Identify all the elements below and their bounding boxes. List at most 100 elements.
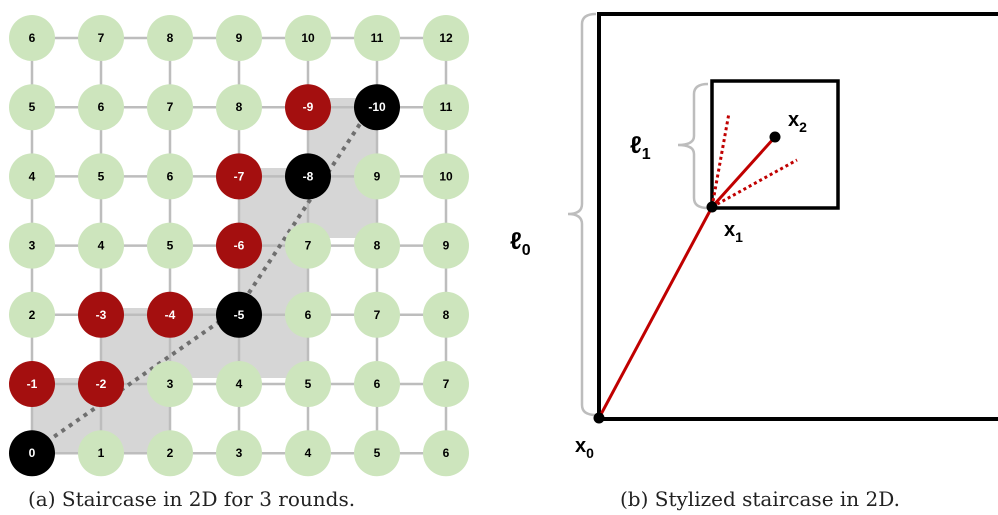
grid-node-label: 9 — [236, 31, 243, 45]
grid-node-label: 3 — [167, 377, 174, 391]
point-x0 — [593, 412, 605, 424]
point-x1 — [706, 201, 718, 213]
grid-node-label: -8 — [303, 169, 314, 183]
stylized-staircase-panel: ℓ0 ℓ1 x0 x1 x2 — [510, 12, 998, 461]
grid-node-label: -7 — [234, 169, 245, 183]
grid-node-green — [285, 15, 331, 61]
grid-node-green — [147, 15, 193, 61]
grid-node-label: 4 — [29, 169, 36, 183]
grid-node-green — [147, 430, 193, 477]
grid-node-label: 7 — [98, 31, 105, 45]
grid-node-label: 6 — [167, 169, 174, 183]
grid-node-label: 2 — [167, 446, 174, 460]
grid-node-label: 8 — [374, 239, 381, 253]
grid-node-green — [9, 15, 55, 61]
grid-node-label: 5 — [29, 100, 36, 114]
grid-node-red — [78, 361, 124, 407]
label-l0: ℓ0 — [510, 228, 531, 259]
right-caption: (b) Stylized staircase in 2D. — [620, 487, 900, 511]
grid-node-green — [423, 361, 469, 407]
l0-brace — [567, 12, 597, 417]
grid-node-green — [9, 153, 55, 200]
grid-node-green — [423, 153, 469, 200]
grid-node-green — [423, 15, 469, 61]
point-x2 — [769, 131, 781, 143]
grid-node-green — [147, 153, 193, 200]
grid-node-green — [147, 361, 193, 407]
grid-node-green — [354, 222, 400, 269]
grid-node-green — [354, 361, 400, 407]
dotted-direction-upper — [710, 112, 731, 208]
grid-node-green — [285, 291, 331, 338]
label-l1: ℓ1 — [630, 132, 651, 163]
grid-node-black — [285, 153, 331, 200]
grid-node-red — [147, 291, 193, 338]
grid-node-black — [9, 430, 55, 477]
grid-node-green — [147, 222, 193, 269]
grid-node-label: 7 — [443, 377, 450, 391]
grid-node-label: 4 — [236, 377, 243, 391]
grid-node-label: 4 — [305, 446, 312, 460]
grid-node-label: 9 — [443, 239, 450, 253]
dotted-direction-lower — [711, 158, 798, 209]
grid-node-label: -9 — [303, 100, 314, 114]
grid-node-green — [423, 430, 469, 477]
grid-node-label: 6 — [443, 446, 450, 460]
grid-node-green — [78, 84, 124, 131]
inner-box — [710, 79, 840, 210]
grid-node-label: -3 — [96, 308, 107, 322]
grid-node-label: 5 — [167, 239, 174, 253]
grid-node-green — [285, 430, 331, 477]
grid-node-green — [216, 430, 262, 477]
grid-node-label: 10 — [439, 169, 453, 183]
grid-node-label: 8 — [443, 308, 450, 322]
outer-box — [597, 12, 998, 421]
grid-node-label: 5 — [98, 169, 105, 183]
grid-node-label: 6 — [29, 31, 36, 45]
grid-node-red — [9, 361, 55, 407]
grid-node-green — [285, 361, 331, 407]
grid-node-label: 0 — [29, 446, 36, 460]
grid-node-label: 7 — [374, 308, 381, 322]
segment-x1-x2 — [710, 135, 777, 209]
grid-node-green — [147, 84, 193, 131]
grid-node-label: -2 — [96, 377, 107, 391]
grid-node-green — [216, 84, 262, 131]
grid-node-label: 8 — [236, 100, 243, 114]
grid-node-green — [354, 430, 400, 477]
grid-node-red — [216, 153, 262, 200]
grid-node-green — [354, 291, 400, 338]
label-x2: x2 — [788, 109, 807, 135]
grid-node-label: 3 — [236, 446, 243, 460]
grid-node-green — [78, 430, 124, 477]
grid-node-green — [78, 222, 124, 269]
grid-node-green — [354, 153, 400, 200]
grid-node-label: 10 — [301, 31, 315, 45]
grid-node-label: 6 — [98, 100, 105, 114]
grid-node-label: 5 — [374, 446, 381, 460]
l1-brace — [677, 82, 709, 210]
grid-node-label: 6 — [305, 308, 312, 322]
segment-x0-x1 — [597, 206, 714, 419]
grid-node-green — [9, 291, 55, 338]
grid-nodes: 6 7 8 9 10 11 125 6 7 8 -9 -10 114 5 6 -7 -8 9 103 4 5 -6 7 8 92… — [9, 15, 469, 477]
grid-node-green — [423, 84, 469, 131]
grid-node-label: 11 — [371, 31, 384, 45]
grid-node-label: 3 — [29, 239, 36, 253]
grid-node-red — [216, 222, 262, 269]
grid-node-label: -1 — [27, 377, 38, 391]
grid-node-label: 7 — [167, 100, 174, 114]
grid-node-label: 9 — [374, 169, 381, 183]
grid-node-label: 11 — [440, 100, 453, 114]
grid-node-green — [78, 153, 124, 200]
grid-node-label: 6 — [374, 377, 381, 391]
grid-node-green — [78, 15, 124, 61]
grid-node-green — [216, 361, 262, 407]
grid-node-green — [423, 222, 469, 269]
grid-node-label: -10 — [368, 100, 386, 114]
grid-node-green — [423, 291, 469, 338]
label-x0: x0 — [575, 435, 594, 461]
grid-node-black — [354, 84, 400, 131]
left-caption: (a) Staircase in 2D for 3 rounds. — [28, 487, 355, 511]
